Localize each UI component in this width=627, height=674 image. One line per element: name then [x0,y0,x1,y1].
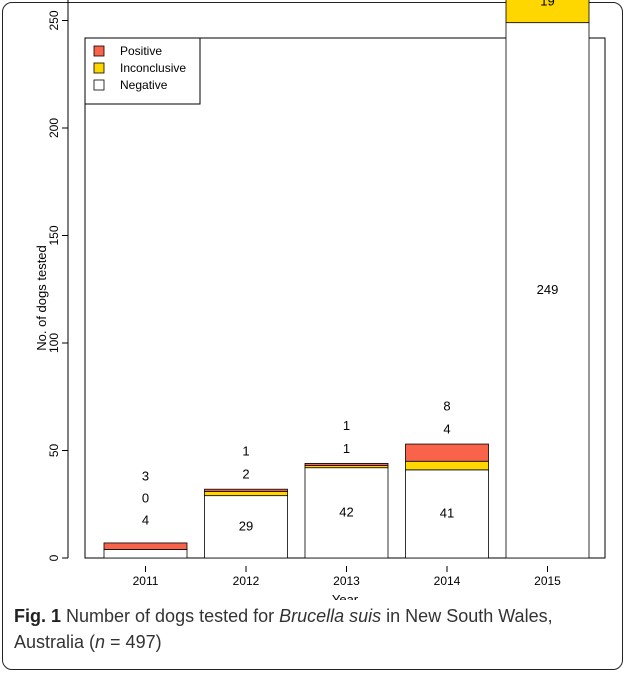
stacked-bar-chart: 4032921421141482491933 05010015020025030… [34,0,606,600]
x-tick-label: 2015 [534,574,561,588]
data-label-positive: 1 [242,444,249,459]
data-label-inconclusive: 19 [540,0,554,9]
data-label-negative: 4 [142,512,149,527]
data-label-inconclusive: 2 [242,467,249,482]
bar-segment-inconclusive [204,490,288,497]
data-label-negative: 42 [339,504,353,519]
y-axis: 050100150200250300350 [47,0,69,561]
bar-segment-negative [103,549,188,559]
legend: Positive Inconclusive Negative [84,37,201,105]
legend-swatch-inconclusive [93,62,105,74]
legend-label-inconclusive: Inconclusive [120,61,186,75]
data-label-inconclusive: 0 [142,490,149,505]
x-tick-label: 2011 [133,574,159,588]
y-tick-label: 50 [47,444,61,458]
caption-text-after: in New South Wales, Australia ( [14,606,553,652]
bar-segment-positive [405,443,489,462]
x-axis: 2011 2012 2013 2014 2015 [133,566,561,588]
bars-group: 4032921421141482491933 [103,0,590,559]
bar-segment-inconclusive [505,0,590,24]
caption-n-var: n [95,632,106,652]
bar-segment-positive [304,462,389,466]
bar-segment-negative [505,22,590,559]
y-tick-label: 250 [47,10,61,30]
y-axis-label: No. of dogs tested [34,245,49,351]
data-label-negative: 41 [440,505,454,520]
legend-label-negative: Negative [120,78,168,92]
data-label-inconclusive: 1 [343,441,350,456]
figure-caption: Fig. 1 Number of dogs tested for Brucell… [14,603,614,655]
bar-segment-positive [103,542,188,550]
data-label-inconclusive: 4 [443,421,450,436]
y-tick-label: 100 [47,333,61,353]
y-tick-label: 0 [47,554,61,561]
data-label-positive: 8 [443,398,450,413]
x-tick-label: 2013 [333,574,360,588]
legend-swatch-negative [93,79,105,91]
data-label-negative: 29 [239,518,253,533]
caption-species: Brucella suis [279,606,382,626]
caption-figure-label: Fig. 1 [14,606,62,626]
data-label-negative: 249 [537,282,559,297]
x-axis-label: Year [332,592,359,600]
data-label-positive: 3 [142,468,149,483]
data-label-positive: 1 [343,418,350,433]
x-tick-label: 2012 [233,574,260,588]
bar-segment-inconclusive [405,460,489,471]
caption-n-value: = 497) [105,632,162,652]
x-tick-label: 2014 [434,574,461,588]
bar-segment-negative [405,469,489,559]
bar-segment-positive [204,488,288,492]
caption-text-before: Number of dogs tested for [61,606,280,626]
y-tick-label: 200 [47,118,61,138]
legend-label-positive: Positive [120,44,162,58]
legend-swatch-positive [93,45,105,57]
y-tick-label: 150 [47,225,61,245]
bar-segment-negative [304,467,389,559]
